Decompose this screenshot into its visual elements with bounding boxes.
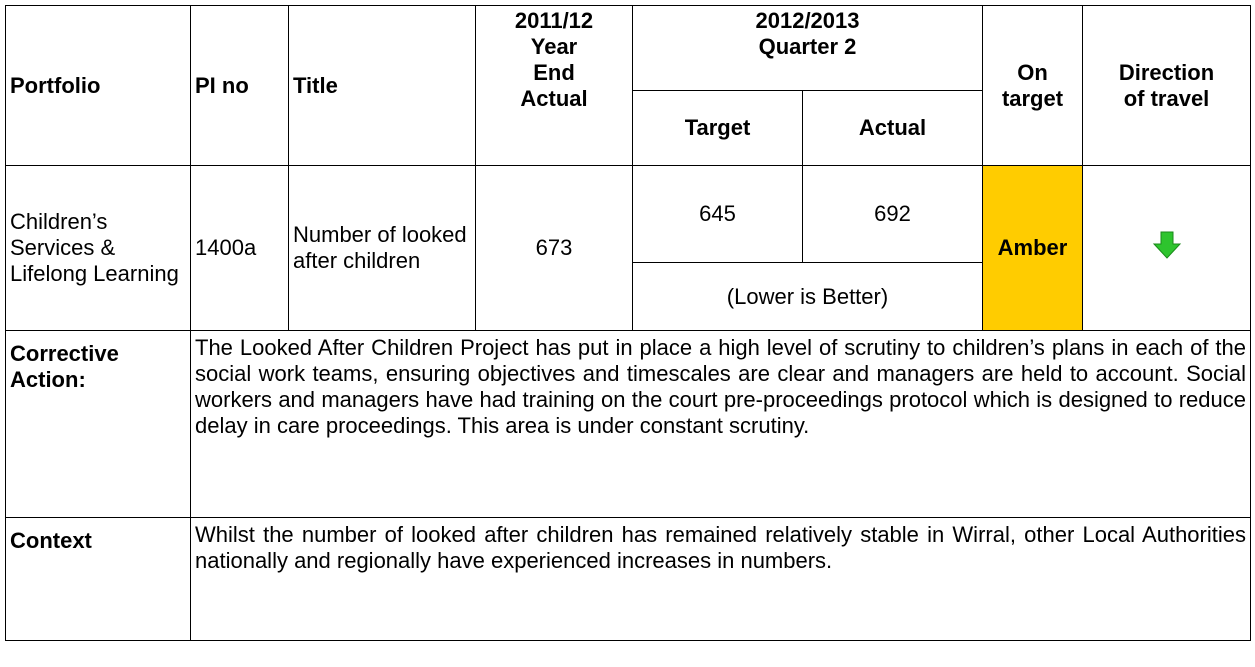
header-line: 2011/12 [514, 8, 594, 33]
header-cell: Title [288, 5, 476, 166]
direction-cell [1082, 165, 1251, 331]
header-line: Quarter 2 [758, 34, 857, 59]
cell: 692 [802, 165, 983, 263]
paragraph: The Looked After Children Project has pu… [190, 330, 1251, 518]
header-line: 2012/2013 [755, 8, 860, 33]
header-cell: Direction of travel [1082, 5, 1251, 166]
header-line: Actual [520, 86, 588, 111]
row-label: Context [5, 517, 191, 641]
pi-table: Portfolio PI no Title 2011/12 Year End Actu… [5, 5, 1251, 641]
header-cell: 2011/12 Year End Actual [475, 5, 633, 166]
down-arrow-icon [1152, 231, 1181, 259]
header-line: Direction [1118, 59, 1215, 85]
header-line: Year [530, 34, 578, 59]
header-line: target [1001, 85, 1064, 111]
header-line: On [1017, 59, 1048, 85]
paragraph: Whilst the number of looked after childr… [190, 517, 1251, 641]
cell: 1400a [190, 165, 289, 331]
header-cell: Actual [802, 90, 983, 166]
row-label: Corrective Action: [5, 330, 191, 518]
header-line: of travel [1123, 85, 1210, 111]
cell: 673 [475, 165, 633, 331]
cell: 645 [632, 165, 803, 263]
status-cell: Amber [982, 165, 1083, 331]
header-cell: PI no [190, 5, 289, 166]
header-cell: Target [632, 90, 803, 166]
header-cell: 2012/2013 Quarter 2 [632, 5, 983, 91]
cell: Number of looked after children [288, 165, 476, 331]
header-cell: Portfolio [5, 5, 191, 166]
header-line: End [533, 60, 575, 85]
cell: Children’s Services & Lifelong Learning [5, 165, 191, 331]
header-cell: On target [982, 5, 1083, 166]
cell: (Lower is Better) [632, 262, 983, 331]
